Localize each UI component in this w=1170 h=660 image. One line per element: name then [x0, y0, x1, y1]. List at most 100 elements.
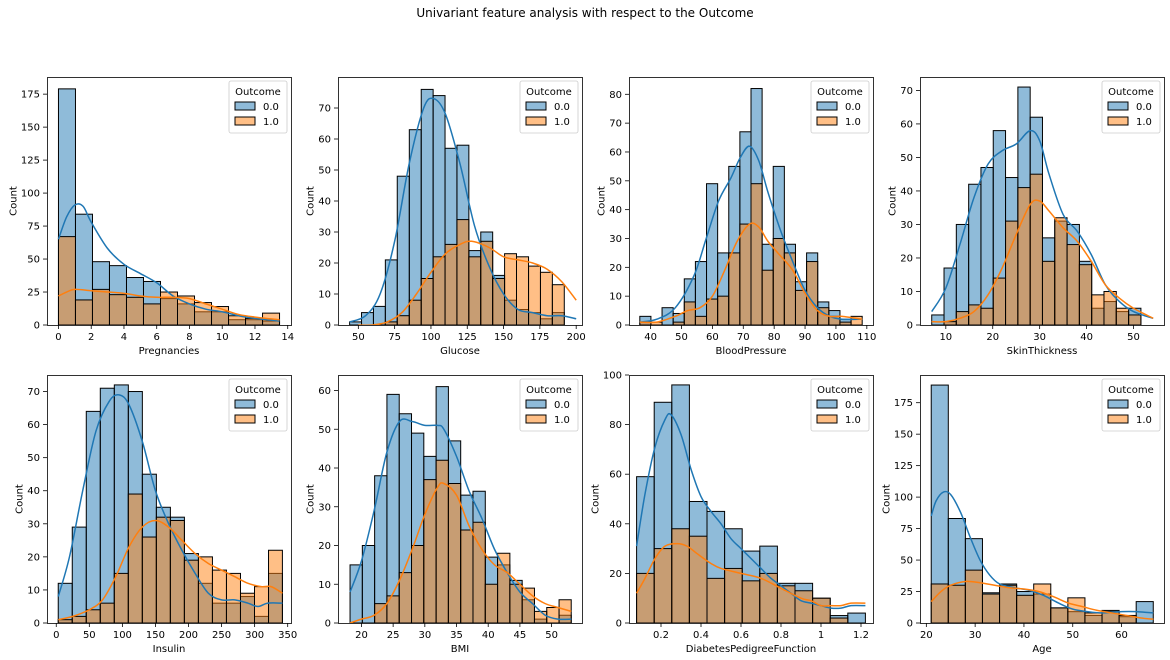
bar-outcome1: [1033, 583, 1052, 623]
x-tick-label: 40: [1080, 332, 1093, 343]
bar-outcome1: [539, 271, 553, 325]
bar-outcome1: [980, 307, 994, 325]
kde-line-outcome1: [58, 288, 280, 321]
x-tick-label: 50: [352, 332, 365, 343]
legend-swatch-outcome1: [816, 116, 838, 126]
kde-line-outcome1: [930, 580, 1154, 620]
legend-label: 1.0: [554, 415, 570, 426]
plot-area: [931, 86, 1154, 325]
bar-outcome1: [141, 536, 157, 623]
x-tick-label: 20: [355, 630, 368, 641]
y-tick-label: 10: [318, 580, 331, 591]
bar-outcome1: [706, 577, 726, 623]
y-tick-label: 150: [21, 123, 40, 134]
y-tick-label: 30: [318, 502, 331, 513]
bar-outcome1: [706, 298, 719, 325]
bar-outcome1: [1029, 173, 1043, 325]
bar-outcome1: [225, 572, 241, 623]
legend-label: 0.0: [554, 400, 570, 411]
kde-line-outcome1: [635, 542, 866, 607]
bar-outcome0: [71, 526, 87, 623]
y-tick-label: 100: [21, 189, 40, 200]
x-tick-label: 14: [281, 332, 294, 343]
x-tick-label: 20: [920, 630, 933, 641]
subplot-skinthickness: 10 20 30 40 50 0 10 20 30 40 50 60 70 SkinThickness Co…: [888, 77, 1165, 357]
y-tick-label: 40: [900, 186, 913, 197]
y-tick-label: 70: [609, 119, 622, 130]
legend-swatch-outcome0: [1107, 399, 1129, 409]
bar-outcome1: [127, 493, 143, 623]
kde-line-outcome0: [349, 97, 577, 323]
y-tick-label: 175: [21, 90, 40, 101]
bar-outcome0: [349, 564, 363, 623]
bar-outcome1: [57, 236, 76, 325]
x-tick-label: 0: [55, 332, 61, 343]
bar-outcome1: [239, 592, 255, 623]
y-tick-label: 0: [616, 619, 622, 630]
bar-outcome1: [1054, 217, 1068, 325]
bar-outcome1: [113, 572, 129, 623]
legend-label: 0.0: [263, 400, 279, 411]
legend-swatch-outcome0: [1107, 101, 1129, 111]
legend-swatch-outcome1: [234, 414, 256, 424]
bar-outcome1: [396, 315, 410, 325]
plot-area: [349, 386, 572, 623]
bar-outcome1: [515, 256, 530, 325]
x-tick-label: 60: [1115, 630, 1128, 641]
x-tick-label: 80: [768, 332, 781, 343]
x-axis-label: Age: [1032, 644, 1051, 655]
y-tick-label: 30: [318, 228, 331, 239]
legend-title: Outcome: [817, 385, 863, 396]
x-tick-label: 50: [83, 630, 96, 641]
y-tick-label: 150: [894, 430, 913, 441]
y-tick-label: 0: [34, 619, 40, 630]
bar-outcome1: [839, 321, 852, 325]
y-tick-label: 80: [609, 90, 622, 101]
bar-outcome1: [694, 315, 708, 325]
x-tick-label: 1: [818, 630, 824, 641]
bar-outcome1: [968, 304, 982, 325]
bar-outcome1: [456, 219, 470, 325]
bar-outcome1: [108, 294, 127, 325]
y-tick-label: 30: [900, 220, 913, 231]
axes-frame: [920, 375, 1165, 624]
bar-outcome1: [411, 545, 425, 623]
axes-frame: [47, 375, 292, 624]
bar-outcome0: [931, 314, 945, 325]
bar-outcome1: [1066, 244, 1080, 325]
bar-outcome1: [558, 599, 572, 623]
bar-outcome1: [812, 597, 831, 623]
x-tick-label: 125: [458, 332, 477, 343]
y-tick-label: 100: [603, 371, 622, 382]
y-tick-label: 25: [900, 587, 913, 598]
bar-outcome1: [1128, 314, 1142, 325]
legend: Outcome 0.0 1.0: [228, 378, 288, 432]
bar-outcome1: [480, 240, 494, 325]
y-tick-label: 75: [27, 222, 40, 233]
bar-outcome0: [930, 384, 949, 623]
axes-frame: [629, 375, 874, 624]
bar-outcome1: [398, 572, 413, 623]
legend: Outcome 0.0 1.0: [810, 80, 870, 134]
y-tick-label: 40: [609, 205, 622, 216]
y-axis-label: Count: [306, 186, 317, 216]
x-tick-label: 110: [857, 332, 876, 343]
y-tick-label: 0: [907, 619, 913, 630]
bar-outcome1: [806, 261, 819, 325]
bar-outcome1: [211, 306, 230, 325]
y-tick-label: 70: [27, 387, 40, 398]
bar-outcome1: [521, 587, 535, 623]
bar-outcome1: [551, 284, 565, 325]
x-tick-label: 200: [567, 332, 586, 343]
subplot-bloodpressure: 40 50 60 70 80 90 100 110 0 10 20 30 40 50 60 70 80 Blood…: [597, 77, 876, 357]
legend-label: 0.0: [1136, 400, 1152, 411]
bar-outcome1: [504, 253, 517, 325]
y-tick-label: 50: [27, 453, 40, 464]
kde-line-outcome1: [358, 240, 577, 325]
y-tick-label: 10: [27, 585, 40, 596]
y-tick-label: 25: [27, 288, 40, 299]
bar-outcome1: [671, 528, 690, 623]
x-tick-label: 6: [154, 332, 160, 343]
axes-frame: [920, 77, 1165, 326]
y-tick-label: 30: [27, 519, 40, 530]
